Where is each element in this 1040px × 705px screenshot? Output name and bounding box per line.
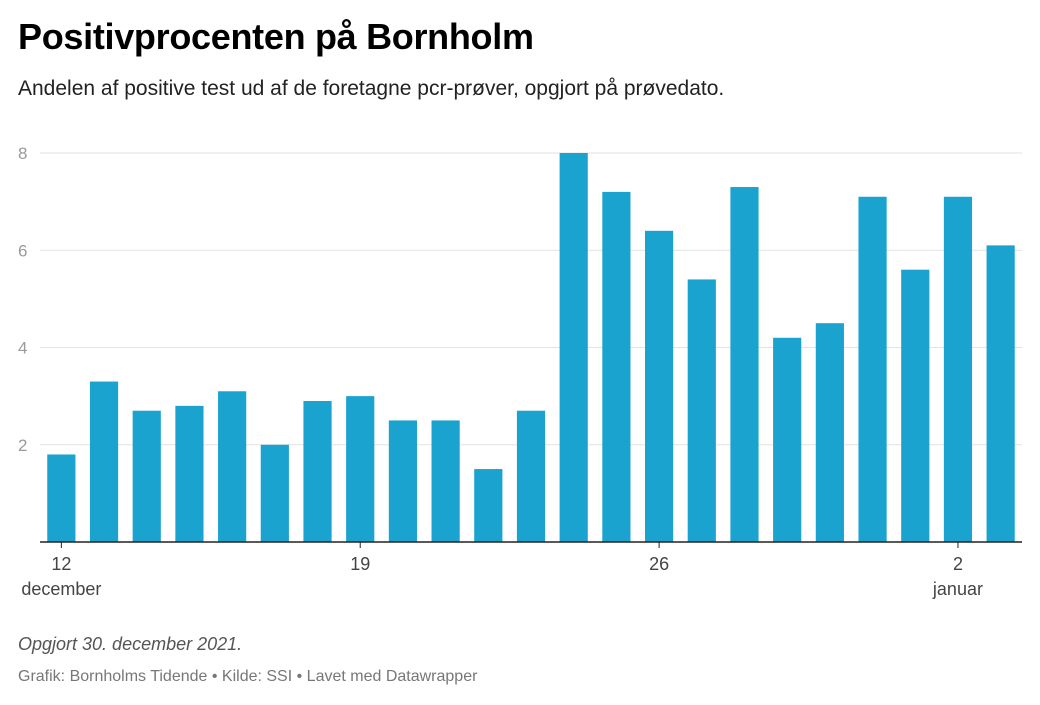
bar — [815, 323, 844, 542]
bar — [431, 420, 460, 542]
bar — [132, 410, 161, 542]
y-tick-label: 4 — [18, 339, 27, 358]
bar — [687, 279, 716, 542]
bar — [901, 269, 930, 542]
chart-byline: Grafik: Bornholms Tidende • Kilde: SSI •… — [18, 668, 478, 685]
chart-note: Opgjort 30. december 2021. — [18, 634, 243, 654]
y-tick-label: 8 — [18, 144, 27, 163]
bar — [260, 444, 289, 542]
chart-subtitle: Andelen af positive test ud af de foreta… — [18, 77, 725, 100]
x-tick-label: 26 — [649, 554, 669, 574]
x-tick-sublabel: december — [21, 579, 101, 599]
bar — [474, 469, 503, 542]
x-tick-label: 12 — [51, 554, 71, 574]
bar — [986, 245, 1015, 542]
x-tick-sublabel: januar — [932, 579, 983, 599]
bar — [346, 396, 375, 542]
bar — [773, 337, 802, 542]
bar — [516, 410, 546, 542]
bar — [644, 230, 674, 543]
bar — [730, 187, 759, 542]
bar — [388, 420, 418, 542]
bar — [602, 191, 631, 542]
y-tick-label: 6 — [18, 241, 27, 260]
chart-title: Positivprocenten på Bornholm — [18, 16, 534, 57]
bar-chart: 2 4 6 8 12 december 19 26 2 januar — [18, 144, 1022, 599]
bar — [89, 381, 119, 542]
x-tick-label: 2 — [953, 554, 963, 574]
bar — [303, 400, 332, 542]
x-tick-label: 19 — [350, 554, 370, 574]
bar — [943, 196, 973, 542]
bar — [218, 391, 247, 542]
bar — [47, 454, 76, 542]
y-tick-label: 2 — [18, 436, 27, 455]
bar — [858, 196, 887, 542]
bar — [559, 153, 588, 542]
bar — [175, 405, 204, 542]
